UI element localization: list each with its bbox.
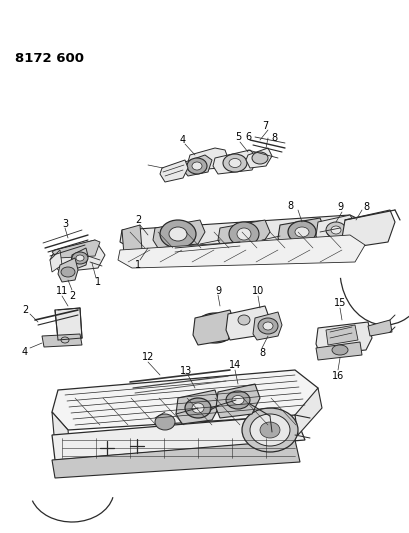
Ellipse shape	[237, 315, 249, 325]
Polygon shape	[58, 258, 78, 282]
Polygon shape	[193, 310, 234, 345]
Ellipse shape	[287, 221, 315, 243]
Polygon shape	[55, 308, 82, 340]
Polygon shape	[52, 415, 304, 460]
Text: 3: 3	[62, 219, 68, 229]
Ellipse shape	[229, 222, 258, 246]
Text: 7: 7	[261, 121, 267, 131]
Polygon shape	[50, 250, 62, 272]
Ellipse shape	[252, 152, 267, 164]
Polygon shape	[277, 218, 324, 246]
Ellipse shape	[187, 158, 207, 174]
Polygon shape	[52, 370, 317, 430]
Polygon shape	[315, 322, 371, 354]
Ellipse shape	[184, 398, 211, 418]
Text: 1: 1	[95, 277, 101, 287]
Polygon shape	[294, 388, 321, 435]
Ellipse shape	[257, 318, 277, 334]
Text: 16: 16	[331, 371, 343, 381]
Text: 11: 11	[56, 286, 68, 296]
Polygon shape	[122, 225, 142, 255]
Text: 12: 12	[142, 352, 154, 362]
Text: 13: 13	[180, 366, 192, 376]
Text: 5: 5	[234, 132, 240, 142]
Ellipse shape	[61, 337, 69, 343]
Polygon shape	[245, 148, 271, 168]
Polygon shape	[315, 215, 357, 244]
Polygon shape	[52, 240, 100, 258]
Polygon shape	[218, 220, 270, 248]
Polygon shape	[188, 148, 227, 170]
Polygon shape	[175, 390, 220, 424]
Text: 8: 8	[286, 201, 292, 211]
Ellipse shape	[294, 227, 308, 237]
Polygon shape	[341, 210, 394, 248]
Ellipse shape	[195, 313, 234, 343]
Text: 14: 14	[228, 360, 240, 370]
Ellipse shape	[241, 408, 297, 452]
Polygon shape	[325, 325, 357, 345]
Ellipse shape	[325, 222, 345, 238]
Polygon shape	[52, 412, 70, 450]
Ellipse shape	[61, 267, 75, 277]
Polygon shape	[216, 384, 259, 418]
Polygon shape	[153, 220, 204, 248]
Ellipse shape	[191, 162, 202, 170]
Ellipse shape	[259, 422, 279, 438]
Ellipse shape	[222, 154, 246, 172]
Text: 4: 4	[22, 347, 28, 357]
Polygon shape	[118, 235, 364, 268]
Ellipse shape	[231, 395, 243, 405]
Ellipse shape	[236, 228, 250, 240]
Text: 2: 2	[69, 291, 75, 301]
Polygon shape	[52, 440, 299, 478]
Text: 9: 9	[336, 202, 342, 212]
Text: 8: 8	[362, 202, 368, 212]
Polygon shape	[42, 334, 82, 347]
Text: 8: 8	[258, 348, 264, 358]
Ellipse shape	[331, 345, 347, 355]
Text: 4: 4	[180, 135, 186, 145]
Ellipse shape	[262, 322, 272, 330]
Ellipse shape	[76, 255, 84, 261]
Text: 10: 10	[251, 286, 263, 296]
Ellipse shape	[249, 414, 289, 446]
Text: 1: 1	[135, 260, 141, 270]
Text: 2: 2	[135, 215, 141, 225]
Polygon shape	[50, 240, 105, 272]
Ellipse shape	[229, 158, 240, 167]
Ellipse shape	[204, 320, 225, 336]
Text: 8: 8	[270, 133, 276, 143]
Ellipse shape	[225, 391, 249, 409]
Polygon shape	[182, 155, 211, 176]
Text: 8172 600: 8172 600	[15, 52, 84, 65]
Ellipse shape	[330, 226, 340, 234]
Ellipse shape	[191, 403, 204, 413]
Polygon shape	[367, 320, 391, 336]
Polygon shape	[160, 160, 188, 182]
Polygon shape	[213, 150, 257, 174]
Text: 9: 9	[214, 286, 220, 296]
Polygon shape	[71, 248, 88, 270]
Text: 15: 15	[333, 298, 345, 308]
Polygon shape	[225, 306, 270, 340]
Text: 6: 6	[244, 132, 250, 142]
Polygon shape	[315, 342, 361, 360]
Text: 2: 2	[22, 305, 28, 315]
Ellipse shape	[155, 414, 175, 430]
Polygon shape	[120, 215, 364, 250]
Polygon shape	[252, 312, 281, 340]
Ellipse shape	[160, 220, 196, 248]
Ellipse shape	[72, 252, 88, 264]
Ellipse shape	[169, 227, 187, 241]
